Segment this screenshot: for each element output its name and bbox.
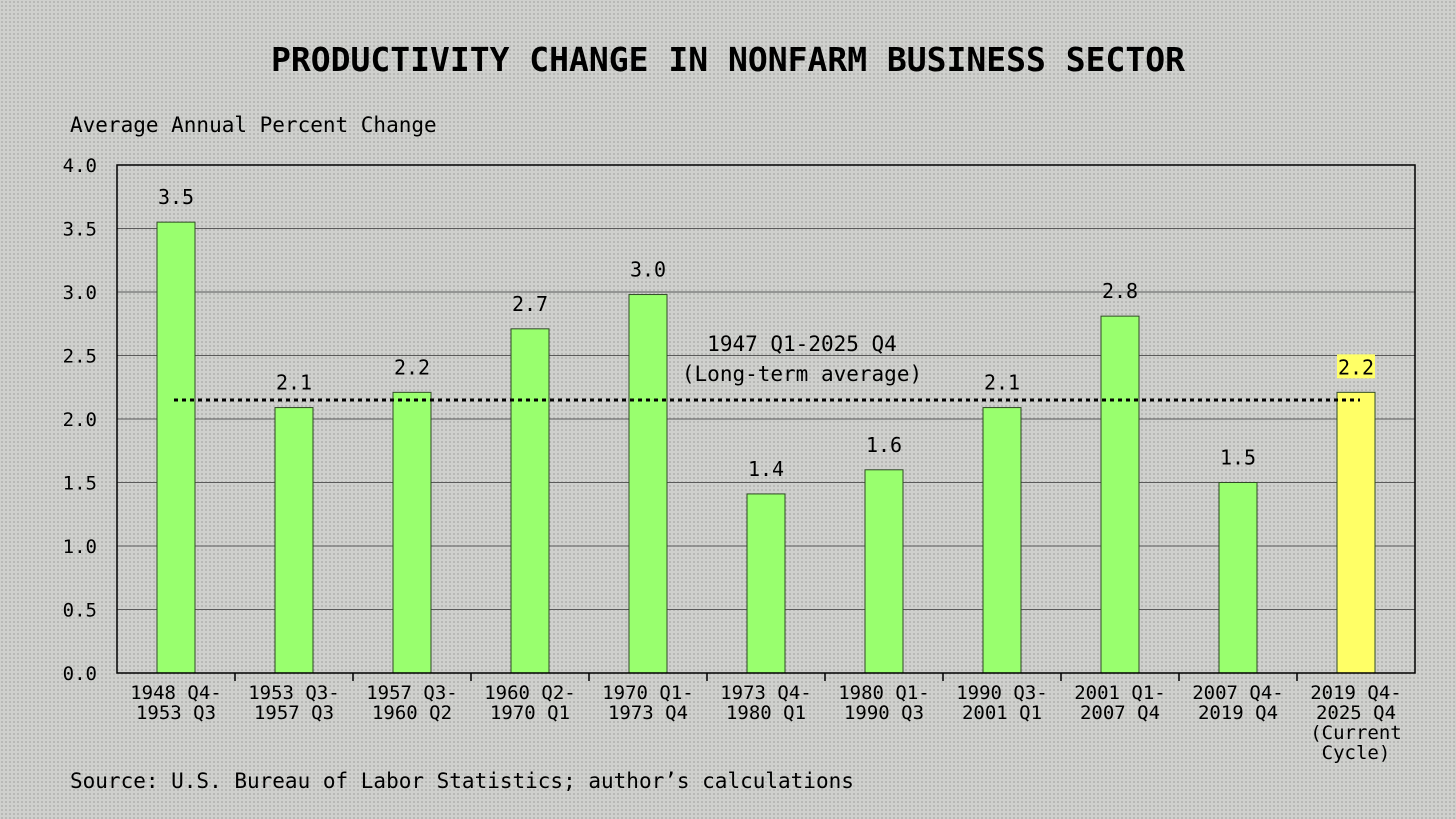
- bars: [156, 221, 1376, 674]
- x-tick-label-line: (Current: [1310, 722, 1402, 744]
- bar: [510, 328, 550, 674]
- bar: [156, 221, 196, 674]
- x-tick-label-line: Cycle): [1322, 742, 1391, 764]
- bar: [1336, 391, 1376, 674]
- x-tick-label-line: 2019 Q4: [1198, 702, 1278, 724]
- y-tick-label: 0.5: [63, 600, 97, 622]
- x-tick-label-line: 1948 Q4-: [130, 682, 222, 704]
- x-tick-label: 1970 Q1-1973 Q4: [602, 682, 694, 724]
- value-label: 2.7: [512, 292, 548, 316]
- value-label: 1.6: [866, 433, 902, 457]
- bar: [1100, 315, 1140, 674]
- x-tick-label: 2001 Q1-2007 Q4: [1074, 682, 1166, 724]
- x-tick-label-line: 2001 Q1: [962, 702, 1042, 724]
- x-tick-label: 2019 Q4-2025 Q4 (Current Cycle): [1310, 682, 1402, 764]
- reference-line-label: (Long-term average): [682, 362, 922, 386]
- bar: [1218, 482, 1258, 674]
- y-tick-label: 3.0: [63, 282, 97, 304]
- y-tick-label: 2.0: [63, 409, 97, 431]
- x-tick-label-line: 1970 Q1-: [602, 682, 694, 704]
- x-tick-label: 1957 Q3-1960 Q2: [366, 682, 458, 724]
- value-label: 2.1: [984, 371, 1020, 395]
- value-label: 1.5: [1220, 446, 1256, 470]
- value-label: 2.2: [394, 355, 430, 379]
- x-tick-label-line: 2019 Q4-: [1310, 682, 1402, 704]
- x-tick-label-line: 2025 Q4: [1316, 702, 1396, 724]
- bar: [628, 294, 668, 674]
- value-label: 2.2: [1338, 355, 1374, 379]
- x-tick-label-line: 2007 Q4-: [1192, 682, 1284, 704]
- value-label: 2.1: [276, 371, 312, 395]
- bar: [392, 391, 432, 674]
- x-tick-label-line: 2001 Q1-: [1074, 682, 1166, 704]
- y-axis-label: Average Annual Percent Change: [70, 113, 437, 137]
- y-tick-label: 1.5: [63, 473, 97, 495]
- x-tick-label-line: 1980 Q1: [726, 702, 806, 724]
- x-tick-label: 1980 Q1-1990 Q3: [838, 682, 930, 724]
- x-tick-label: 1960 Q2-1970 Q1: [484, 682, 576, 724]
- value-label: 3.5: [158, 185, 194, 209]
- bar: [982, 407, 1022, 674]
- y-tick-label: 3.5: [63, 219, 97, 241]
- x-tick-label-line: 1990 Q3: [844, 702, 924, 724]
- x-tick-label-line: 1960 Q2: [372, 702, 452, 724]
- y-tick-label: 2.5: [63, 346, 97, 368]
- bar: [746, 493, 786, 674]
- x-tick-label: 2007 Q4-2019 Q4: [1192, 682, 1284, 724]
- x-tick-label: 1990 Q3-2001 Q1: [956, 682, 1048, 724]
- value-label: 3.0: [630, 258, 666, 282]
- x-tick-label-line: 1953 Q3-: [248, 682, 340, 704]
- x-tick-label-line: 1980 Q1-: [838, 682, 930, 704]
- x-tick-label-line: 1970 Q1: [490, 702, 570, 724]
- bar: [274, 407, 314, 674]
- y-tick-label: 1.0: [63, 536, 97, 558]
- x-tick-label-line: 1990 Q3-: [956, 682, 1048, 704]
- x-tick-label-line: 1957 Q3-: [366, 682, 458, 704]
- value-label: 1.4: [748, 457, 784, 481]
- reference-line-label: 1947 Q1-2025 Q4: [707, 332, 897, 356]
- x-tick-label: 1973 Q4-1980 Q1: [720, 682, 812, 724]
- y-tick-label: 0.0: [63, 663, 97, 685]
- source-note: Source: U.S. Bureau of Labor Statistics;…: [70, 769, 854, 793]
- plot-frame: [116, 164, 1416, 674]
- x-tick-label-line: 1957 Q3: [254, 702, 334, 724]
- x-tick-label-line: 2007 Q4: [1080, 702, 1160, 724]
- axes: [116, 164, 1416, 681]
- x-tick-label-line: 1960 Q2-: [484, 682, 576, 704]
- chart-title: PRODUCTIVITY CHANGE IN NONFARM BUSINESS …: [271, 40, 1185, 79]
- value-label: 2.8: [1102, 279, 1138, 303]
- x-tick-label-line: 1973 Q4-: [720, 682, 812, 704]
- y-tick-label: 4.0: [63, 155, 97, 177]
- x-tick-label: 1948 Q4-1953 Q3: [130, 682, 222, 724]
- x-tick-label-line: 1953 Q3: [136, 702, 216, 724]
- x-tick-label: 1953 Q3-1957 Q3: [248, 682, 340, 724]
- value-label-highlight: [1337, 354, 1375, 379]
- bar: [864, 469, 904, 674]
- x-tick-label-line: 1973 Q4: [608, 702, 688, 724]
